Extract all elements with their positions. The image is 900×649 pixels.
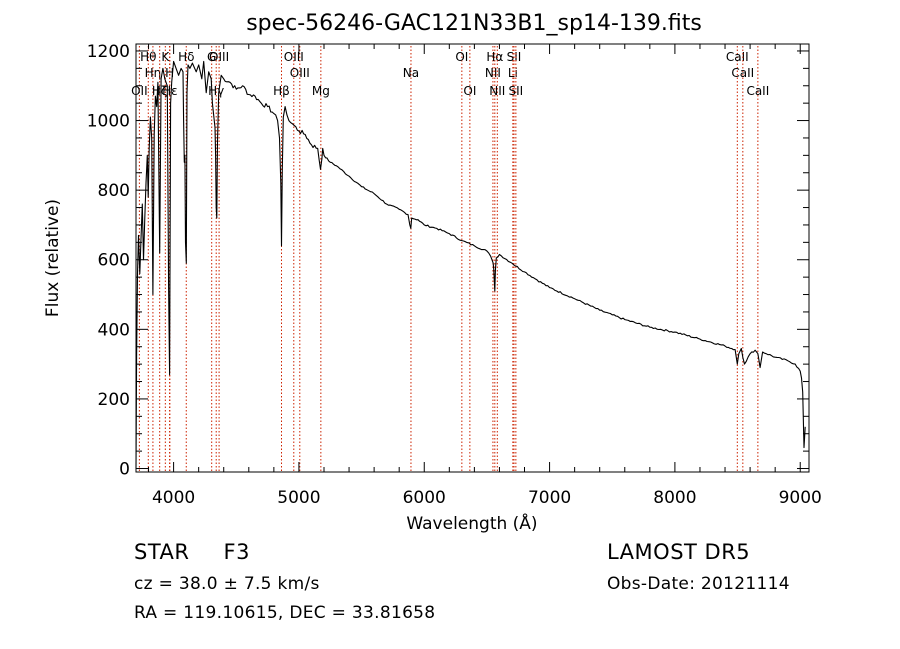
y-axis-label: Flux (relative) [43, 199, 63, 317]
spectral-subclass: F3 [223, 540, 250, 564]
x-tick-label: 8000 [653, 488, 696, 508]
line-marker-label: Hβ [273, 84, 290, 98]
obs-date-text: Obs-Date: 20121114 [607, 574, 790, 594]
survey-label: LAMOST DR5 [607, 540, 751, 564]
plot-frame [135, 43, 810, 473]
line-marker-label: Mg [312, 84, 330, 98]
x-tick-label: 9000 [779, 488, 822, 508]
line-marker-label: OI [463, 84, 476, 98]
redshift-text: cz = 38.0 ± 7.5 km/s [134, 574, 320, 594]
y-tick-label: 800 [98, 181, 130, 201]
line-marker-label: OIII [284, 50, 304, 64]
spectrum-line-layer [135, 60, 806, 469]
line-marker-label: Hδ [178, 50, 194, 64]
axis-layer: 4000 5000 6000 7000 8000 9000 0 200 400 600 800 100… [87, 42, 822, 508]
x-axis-label: Wavelength (Å) [406, 512, 537, 534]
object-class: STAR F3 [134, 540, 250, 564]
line-marker-label: Hη [145, 66, 162, 80]
y-tick-label: 0 [119, 460, 130, 480]
y-tick-label: 1200 [87, 42, 130, 62]
line-marker-label: Hε [162, 84, 178, 98]
line-marker-label: SII [509, 84, 524, 98]
line-marker-label: Hγ [208, 84, 224, 98]
line-marker-label: Li [508, 66, 518, 80]
x-tick-label: 5000 [277, 488, 320, 508]
x-tick-label: 7000 [528, 488, 571, 508]
spectrum-line [135, 60, 806, 469]
x-tick-label: 4000 [152, 488, 195, 508]
line-marker-label: NII [489, 84, 505, 98]
x-tick-label: 6000 [403, 488, 446, 508]
chart-title: spec-56246-GAC121N33B1_sp14-139.fits [246, 11, 702, 36]
line-marker-label: H [165, 66, 174, 80]
line-marker-label: CaII [746, 84, 769, 98]
line-marker-label: SII [507, 50, 522, 64]
class-label: STAR [134, 540, 190, 564]
line-marker-label: Hα [486, 50, 503, 64]
line-marker-label: Hζ [152, 84, 168, 98]
line-marker-label: OIII [209, 50, 229, 64]
line-marker-label: K [161, 50, 170, 64]
line-marker-label: G [207, 50, 216, 64]
line-marker-label: OI [455, 50, 468, 64]
line-marker-label: Hθ [140, 50, 156, 64]
line-marker-label: CaII [726, 50, 749, 64]
line-marker-label: CaII [731, 66, 754, 80]
coordinates-text: RA = 119.10615, DEC = 33.81658 [134, 603, 436, 623]
line-marker-label: NII [485, 66, 501, 80]
y-tick-label: 200 [98, 390, 130, 410]
y-tick-label: 1000 [87, 112, 130, 132]
y-tick-label: 400 [98, 320, 130, 340]
line-marker-label: OII [131, 84, 148, 98]
line-marker-label: Na [403, 66, 419, 80]
line-marker-label: OIII [290, 66, 310, 80]
y-tick-label: 600 [98, 251, 130, 271]
